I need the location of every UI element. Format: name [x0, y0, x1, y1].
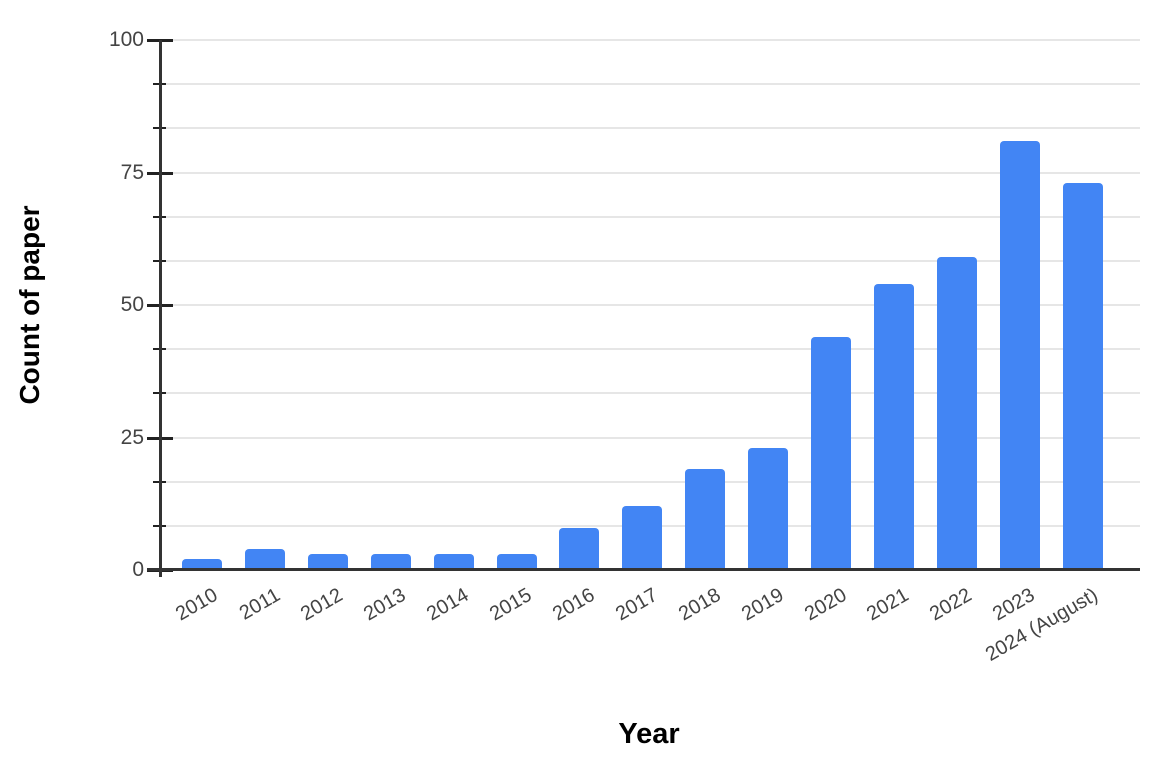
bar-2018 [685, 469, 726, 571]
y-axis-line [159, 40, 162, 577]
x-tick-label: 2012 [297, 584, 347, 626]
bar-2016 [559, 527, 600, 571]
gridline [159, 83, 1140, 86]
x-tick-label: 2021 [863, 584, 913, 626]
bar-2013 [370, 554, 411, 571]
bar-2017 [622, 506, 663, 571]
bar-2024-august [1062, 183, 1103, 571]
bar-2014 [433, 554, 474, 571]
x-tick-label: 2018 [674, 584, 725, 626]
gridline [159, 215, 1140, 218]
y-tick-label: 0 [132, 558, 144, 581]
gridline [159, 480, 1140, 483]
bar-2015 [496, 554, 537, 571]
bar-2010 [182, 559, 222, 571]
x-tick-label: 2011 [235, 584, 284, 625]
y-tick-label: 75 [120, 160, 144, 184]
gridline [159, 259, 1140, 262]
gridline [159, 127, 1140, 130]
x-tick-label: 2010 [171, 584, 221, 626]
bar-2020 [811, 336, 851, 571]
y-tick-label: 25 [120, 425, 144, 449]
bar-2022 [936, 257, 977, 571]
y-tick-label: 50 [120, 293, 144, 316]
gridline [159, 436, 1140, 439]
gridline [159, 39, 1140, 41]
gridline [159, 348, 1140, 351]
bar-2012 [307, 554, 348, 571]
y-tick-label: 100 [108, 28, 144, 51]
x-tick-label: 2016 [548, 584, 599, 626]
x-tick-label: 2015 [485, 584, 536, 626]
x-tick-label: 2020 [800, 584, 850, 626]
bar-2021 [873, 283, 914, 571]
gridline [159, 392, 1140, 395]
x-tick-label: 2014 [423, 584, 473, 626]
x-tick-label: 2017 [611, 584, 662, 626]
bar-2019 [748, 448, 789, 571]
x-axis-line [147, 568, 1140, 571]
gridline [159, 171, 1140, 174]
y-axis-title: Count of paper [14, 205, 45, 405]
x-axis-title: Year [618, 718, 680, 750]
x-tick-label: 2013 [360, 584, 410, 626]
bar-2011 [244, 548, 285, 571]
x-tick-label: 2019 [737, 584, 788, 626]
x-tick-label: 2022 [926, 584, 976, 626]
gridline [159, 304, 1140, 306]
bar-2023 [999, 140, 1040, 571]
